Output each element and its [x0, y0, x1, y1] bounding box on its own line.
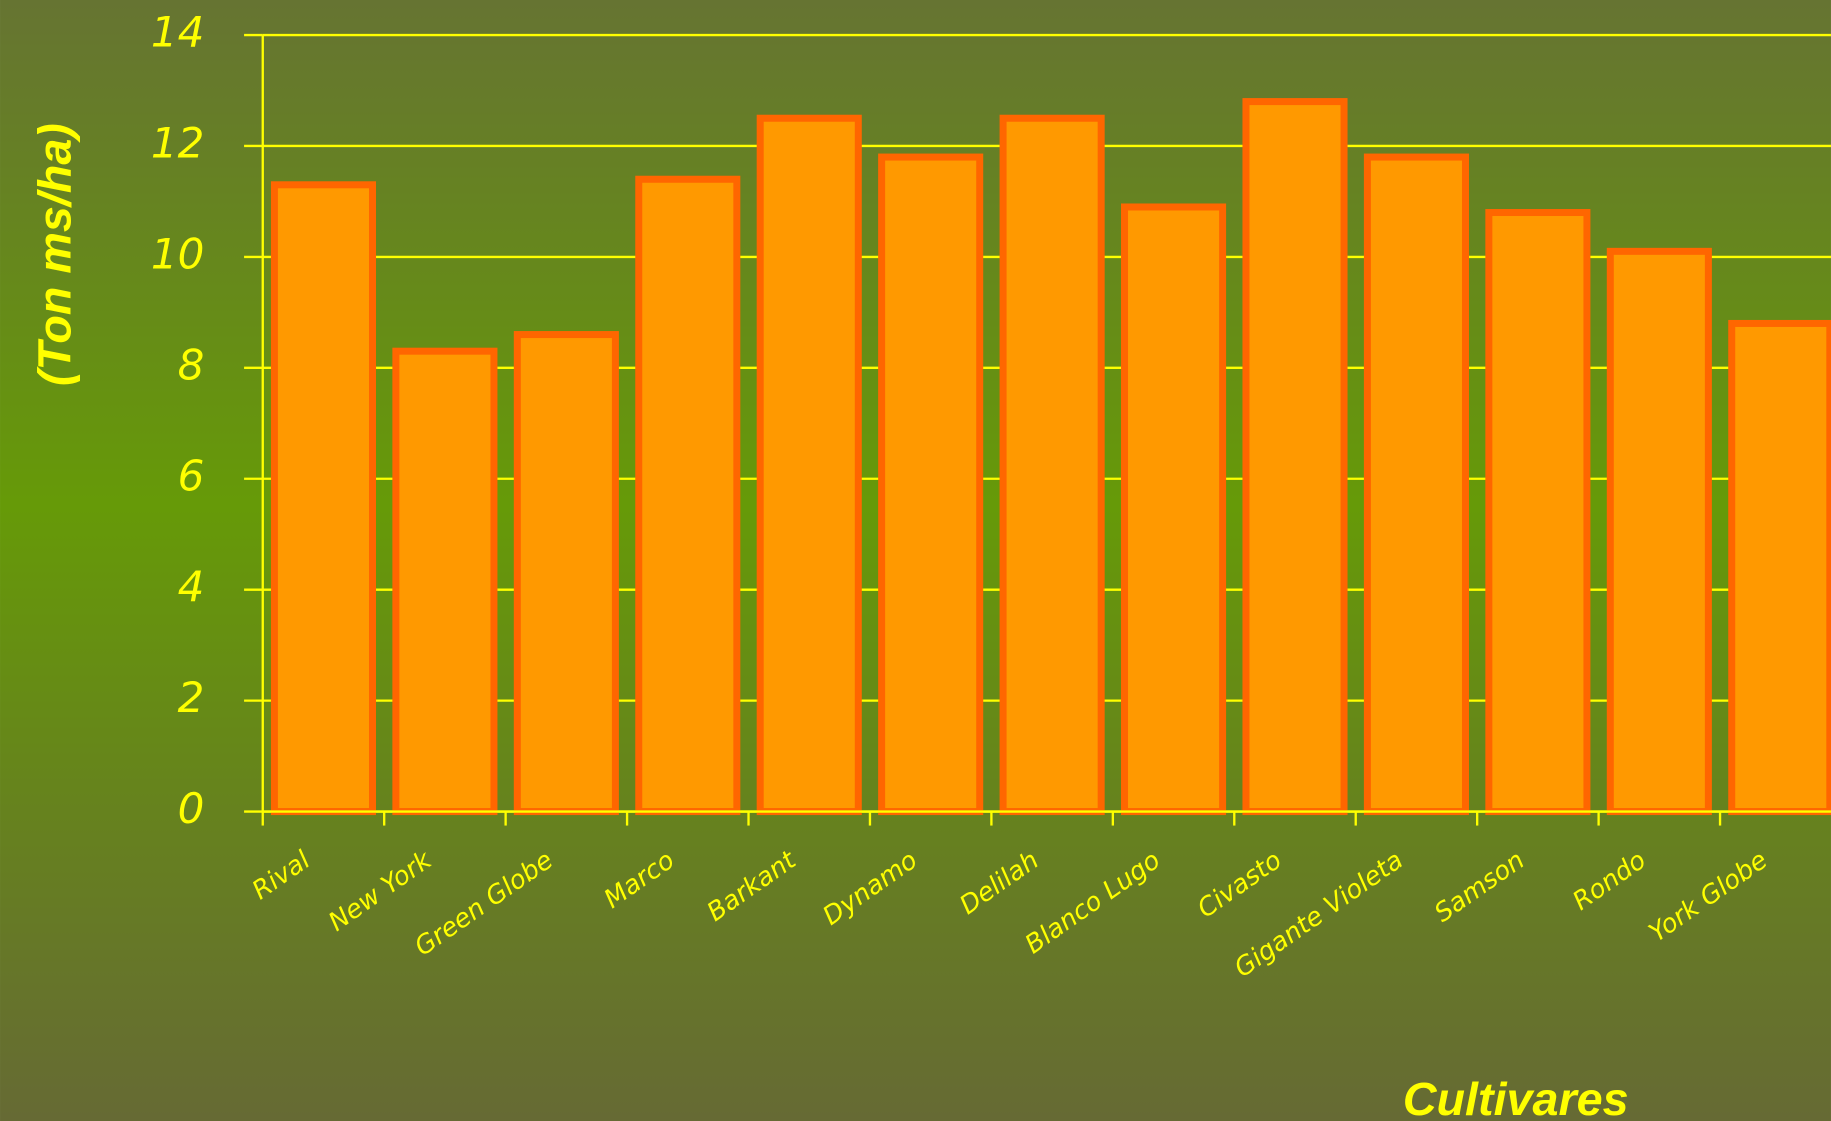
bar: [1242, 98, 1348, 816]
bar: [1121, 203, 1227, 816]
bar: [1485, 209, 1591, 816]
bar: [635, 175, 741, 816]
bar: [1606, 247, 1712, 816]
y-axis-title: (Ton ms/ha): [29, 123, 81, 386]
y-tick-label: 2: [178, 673, 205, 722]
x-axis-title: Cultivares: [1403, 1073, 1629, 1121]
y-tick-label: 4: [178, 562, 205, 611]
bar: [392, 347, 498, 816]
bar: [1363, 153, 1469, 816]
y-tick-label: 6: [178, 451, 205, 500]
bar: [878, 153, 984, 816]
y-tick-label: 10: [151, 229, 204, 278]
y-tick-label: 0: [178, 784, 205, 833]
bar: [999, 114, 1105, 816]
bar: [756, 114, 862, 816]
bar: [1728, 319, 1831, 816]
y-tick-label: 8: [178, 340, 205, 389]
bar: [513, 331, 619, 816]
y-tick-label: 14: [151, 8, 204, 57]
y-tick-label: 12: [151, 118, 204, 167]
bar: [270, 181, 377, 816]
